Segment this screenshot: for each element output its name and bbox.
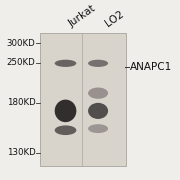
Ellipse shape: [88, 103, 108, 119]
Ellipse shape: [55, 100, 76, 122]
Text: Jurkat: Jurkat: [66, 3, 97, 29]
Ellipse shape: [55, 125, 76, 135]
Text: LO2: LO2: [103, 9, 125, 29]
Text: 180KD: 180KD: [7, 98, 35, 107]
Ellipse shape: [88, 124, 108, 133]
Bar: [40, 33, 126, 166]
Ellipse shape: [55, 60, 76, 67]
Ellipse shape: [88, 87, 108, 99]
Text: 130KD: 130KD: [7, 148, 35, 157]
Text: 300KD: 300KD: [7, 39, 35, 48]
Text: 250KD: 250KD: [7, 58, 35, 67]
Ellipse shape: [88, 60, 108, 67]
Text: ANAPC1: ANAPC1: [130, 62, 172, 72]
